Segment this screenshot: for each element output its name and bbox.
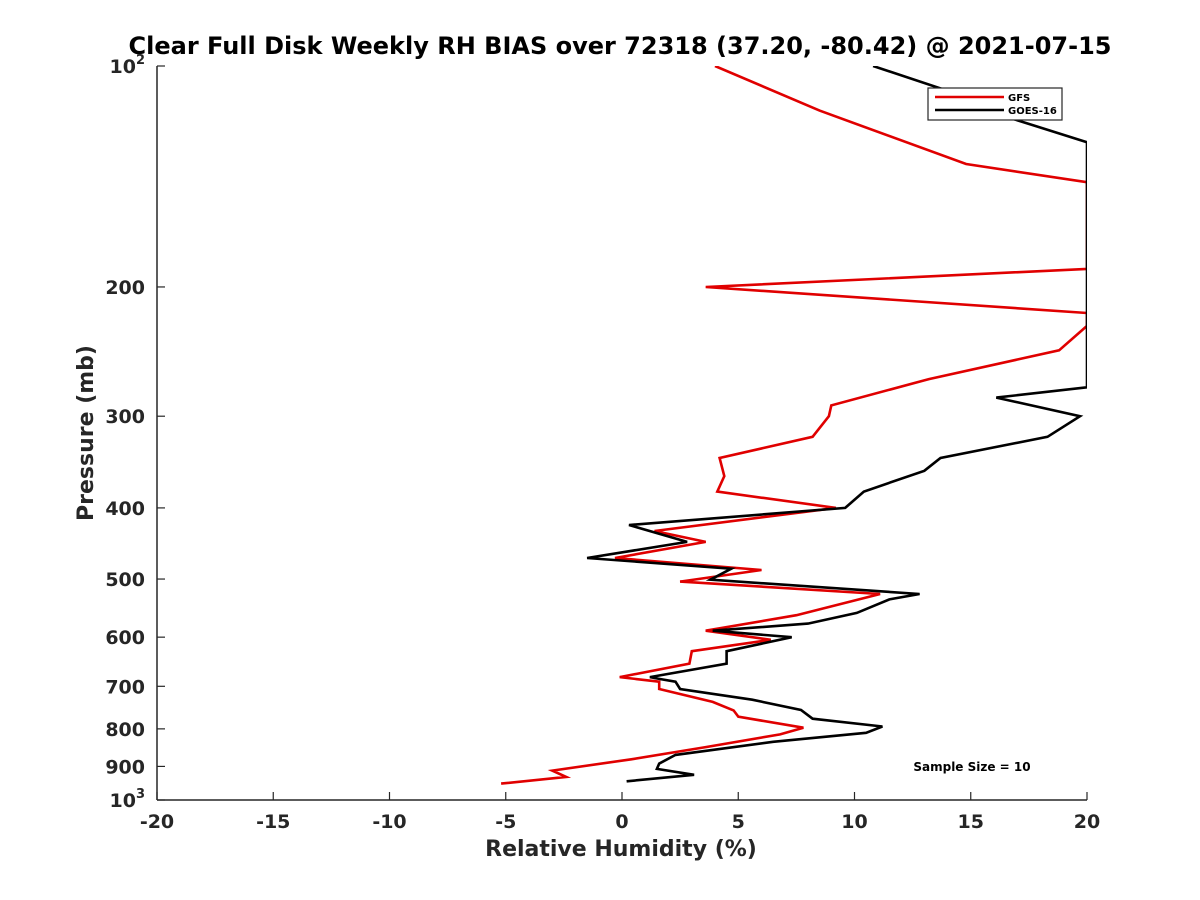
y-ticks: 102 200 300 400 500 600 700 800 900 103 xyxy=(105,53,165,812)
x-tick-label: -20 xyxy=(140,811,174,833)
chart-title: Clear Full Disk Weekly RH BIAS over 7231… xyxy=(129,32,1112,60)
series-line-gfs xyxy=(500,66,1087,785)
x-ticks: -20 -15 -10 -5 0 5 10 15 20 xyxy=(140,792,1100,833)
series-line-goes16 xyxy=(586,66,1087,783)
x-tick-label: -5 xyxy=(495,811,516,833)
y-tick-label: 103 xyxy=(110,787,146,812)
y-axis-label: Pressure (mb) xyxy=(74,345,99,521)
x-tick-label: 5 xyxy=(732,811,745,833)
y-tick-label: 600 xyxy=(105,627,145,649)
x-tick-label: -15 xyxy=(256,811,290,833)
y-tick-label: 200 xyxy=(105,277,145,299)
x-tick-label: -10 xyxy=(372,811,406,833)
legend-label-gfs: GFS xyxy=(1008,93,1030,104)
legend-label-goes16: GOES-16 xyxy=(1008,106,1057,117)
y-tick-label: 102 xyxy=(110,53,146,78)
legend: GFS GOES-16 xyxy=(927,87,1063,121)
y-tick-label: 900 xyxy=(105,756,145,778)
y-tick-label: 300 xyxy=(105,406,145,428)
x-axis-label: Relative Humidity (%) xyxy=(485,837,757,862)
legend-box xyxy=(927,87,1063,121)
y-tick-label: 800 xyxy=(105,719,145,741)
x-tick-label: 15 xyxy=(958,811,984,833)
series-layer xyxy=(500,66,1087,785)
x-tick-label: 10 xyxy=(841,811,867,833)
x-tick-label: 0 xyxy=(615,811,628,833)
x-tick-label: 20 xyxy=(1074,811,1100,833)
y-tick-label: 700 xyxy=(105,676,145,698)
y-tick-label: 400 xyxy=(105,498,145,520)
y-tick-label: 500 xyxy=(105,569,145,591)
sample-size-annotation: Sample Size = 10 xyxy=(913,760,1030,774)
